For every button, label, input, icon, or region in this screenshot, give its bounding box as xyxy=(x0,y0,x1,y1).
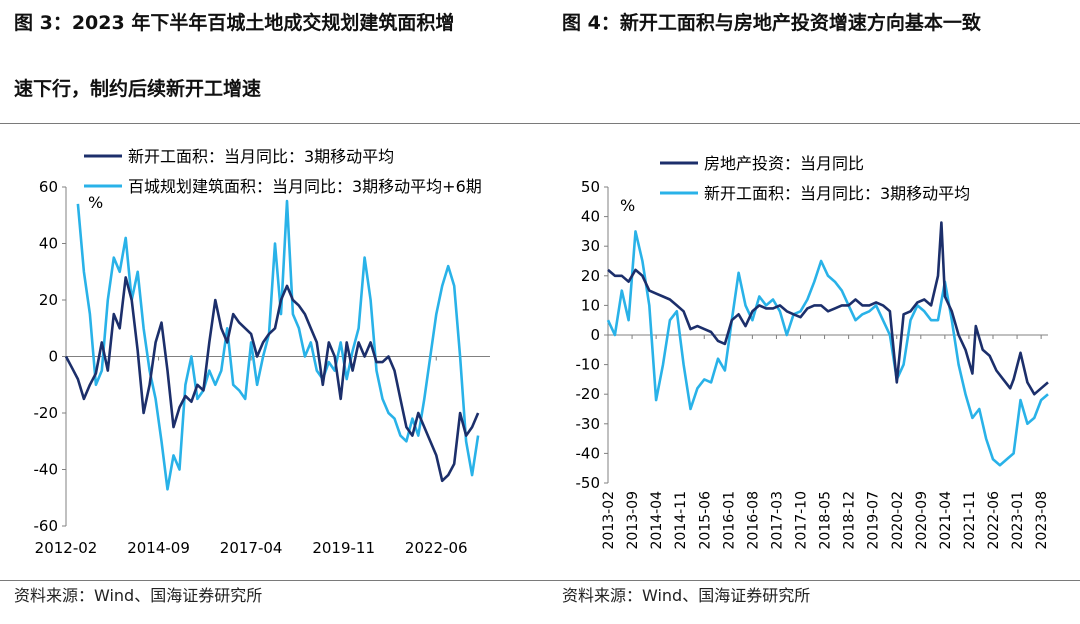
series-line-2 xyxy=(76,199,480,491)
y-tick-label: -20 xyxy=(34,404,59,422)
y-tick-label: -20 xyxy=(576,385,601,403)
y-tick-label: -10 xyxy=(576,356,601,374)
y-unit-label: % xyxy=(620,196,635,215)
y-tick-label: 40 xyxy=(39,235,58,253)
y-tick-label: 30 xyxy=(581,237,600,255)
y-tick-label: 50 xyxy=(581,178,600,196)
legend-label-1: 房地产投资：当月同比 xyxy=(704,154,864,173)
y-tick-label: 20 xyxy=(581,267,600,285)
y-unit-label: % xyxy=(88,193,103,212)
x-tick-label: 2020-02 xyxy=(890,491,906,550)
x-tick-label: 2012-02 xyxy=(35,539,98,557)
y-tick-label: 60 xyxy=(39,178,58,196)
y-tick-label: 10 xyxy=(581,296,600,314)
x-tick-label: 2017-04 xyxy=(220,539,283,557)
x-tick-label: 2021-11 xyxy=(962,491,978,550)
x-tick-label: 2017-10 xyxy=(794,491,810,550)
x-tick-label: 2014-09 xyxy=(127,539,190,557)
chart-right-title: 图 4：新开工面积与房地产投资增速方向基本一致 xyxy=(562,12,981,34)
x-tick-label: 2018-12 xyxy=(842,491,858,550)
series-line-2 xyxy=(606,230,1049,467)
y-tick-label: -30 xyxy=(576,415,601,433)
legend-label-2: 百城规划建筑面积：当月同比：3期移动平均+6期 xyxy=(128,177,482,196)
x-tick-label: 2023-01 xyxy=(1010,491,1026,550)
y-tick-label: 40 xyxy=(581,208,600,226)
x-tick-label: 2013-09 xyxy=(625,491,641,550)
x-tick-label: 2018-05 xyxy=(818,491,834,550)
series-line-1 xyxy=(64,276,480,483)
x-tick-label: 2015-06 xyxy=(697,491,713,550)
y-tick-label: -40 xyxy=(34,461,59,479)
x-tick-label: 2023-08 xyxy=(1034,491,1050,550)
x-tick-label: 2022-06 xyxy=(405,539,468,557)
y-tick-label: -60 xyxy=(34,517,59,535)
y-tick-label: 20 xyxy=(39,291,58,309)
y-tick-label: -40 xyxy=(576,444,601,462)
x-tick-label: 2021-04 xyxy=(938,491,954,550)
y-tick-label: 0 xyxy=(590,326,600,344)
x-tick-label: 2020-09 xyxy=(914,491,930,550)
x-tick-label: 2019-11 xyxy=(312,539,375,557)
x-tick-label: 2014-11 xyxy=(673,491,689,550)
bottom-rule xyxy=(0,580,1080,581)
x-tick-label: 2022-06 xyxy=(986,491,1002,550)
legend-label-2: 新开工面积：当月同比：3期移动平均 xyxy=(704,184,970,203)
y-tick-label: 0 xyxy=(48,348,58,366)
legend-label-1: 新开工面积：当月同比：3期移动平均 xyxy=(128,147,394,166)
top-rule xyxy=(0,123,1080,124)
series-line-1 xyxy=(607,221,1049,396)
chart-left-title-line1: 图 3：2023 年下半年百城土地成交规划建筑面积增 xyxy=(14,12,455,34)
x-tick-label: 2014-04 xyxy=(649,491,665,550)
y-tick-label: -50 xyxy=(576,474,601,492)
chart-left-title-line2: 速下行，制约后续新开工增速 xyxy=(14,78,262,100)
x-tick-label: 2017-03 xyxy=(769,491,785,550)
source-right: 资料来源：Wind、国海证券研究所 xyxy=(562,586,811,605)
x-tick-label: 2016-08 xyxy=(745,491,761,550)
x-tick-label: 2016-01 xyxy=(721,491,737,550)
x-tick-label: 2013-02 xyxy=(601,491,617,550)
x-tick-label: 2019-07 xyxy=(866,491,882,550)
source-left: 资料来源：Wind、国海证券研究所 xyxy=(14,586,263,605)
